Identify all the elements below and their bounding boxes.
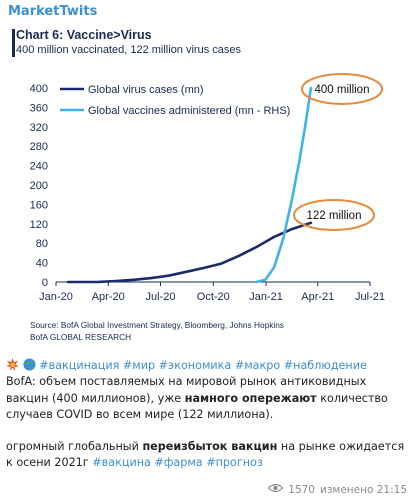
chart-source: Source: BofA Global Investment Strategy,… <box>30 320 284 330</box>
paragraph-1: BofA: объем поставляемых на мировой рыно… <box>6 374 410 423</box>
x-tick-label: Jan-21 <box>249 291 283 303</box>
x-tick-label: Apr-20 <box>92 291 125 303</box>
p1-text-b: количество случаев COVID во всем мире (1… <box>6 391 388 421</box>
globe-emoji-icon <box>23 358 40 372</box>
chart-image[interactable]: Chart 6: Vaccine>Virus 400 million vacci… <box>0 26 415 344</box>
p1-bold: намного опережают <box>184 391 317 405</box>
chart-subtitle: 400 million vaccinated, 122 million viru… <box>16 44 241 56</box>
y-tick-label: 160 <box>30 199 48 211</box>
y-tick-label: 240 <box>30 161 48 173</box>
y-tick-label: 40 <box>36 258 48 270</box>
x-tick-label: Jul-21 <box>355 291 385 303</box>
legend-label-2: Global vaccines administered (mn - RHS) <box>88 105 290 117</box>
y-tick-label: 200 <box>30 180 48 192</box>
chart-credit: BofA GLOBAL RESEARCH <box>30 332 131 342</box>
edited-time: изменено 21:15 <box>320 483 407 496</box>
p2-text-b: на рынке ожидается к осени 2021г <box>6 440 405 470</box>
x-tick-label: Oct-20 <box>197 291 230 303</box>
title-accent-bar <box>12 29 15 57</box>
p1-text-a: BofA: объем поставляемых на мировой рыно… <box>6 375 367 405</box>
annotation-oval-vaccines <box>301 73 383 105</box>
y-tick-label: 360 <box>30 102 48 114</box>
annotation-label-cases: 122 million <box>307 210 362 222</box>
y-tick-label: 80 <box>36 238 48 250</box>
legend-label-1: Global virus cases (mn) <box>88 84 204 96</box>
p2-hashtags[interactable]: #вакцина #фарма #прогноз <box>92 456 263 470</box>
y-tick-label: 280 <box>30 141 48 153</box>
annotation-oval-cases <box>293 199 375 231</box>
post-text: #вакцинация #мир #экономика #макро #набл… <box>6 358 410 472</box>
eye-icon <box>267 483 284 496</box>
y-tick-label: 400 <box>30 83 48 95</box>
p2-bold: переизбыток вакцин <box>142 440 278 454</box>
p2-text-a: огромный глобальный <box>6 440 143 454</box>
message-meta: 1570 изменено 21:15 <box>267 483 407 496</box>
series-line-2 <box>254 86 313 284</box>
chart-plot: 0 40 80 120 160 200 240 280 320 360 400 Jan-20 Apr-2… <box>30 73 385 342</box>
chart-title: Chart 6: Vaccine>Virus <box>16 28 152 42</box>
x-tick-label: Jul-20 <box>145 291 175 303</box>
paragraph-2: огромный глобальный переизбыток вакцин н… <box>6 439 410 472</box>
hashtags[interactable]: #вакцинация #мир #экономика #макро #набл… <box>39 359 367 372</box>
hashtag-line: #вакцинация #мир #экономика #макро #набл… <box>6 358 410 374</box>
annotation-label-vaccines: 400 million <box>315 84 370 96</box>
x-tick-label: Apr-21 <box>301 291 334 303</box>
view-count: 1570 <box>288 483 315 496</box>
y-tick-label: 120 <box>30 219 48 231</box>
y-tick-label: 320 <box>30 122 48 134</box>
boom-emoji-icon <box>6 358 23 372</box>
x-tick-label: Jan-20 <box>39 291 73 303</box>
channel-name[interactable]: MarketTwits <box>8 4 98 19</box>
series-line-1 <box>66 221 313 284</box>
y-tick-label: 0 <box>42 277 48 289</box>
